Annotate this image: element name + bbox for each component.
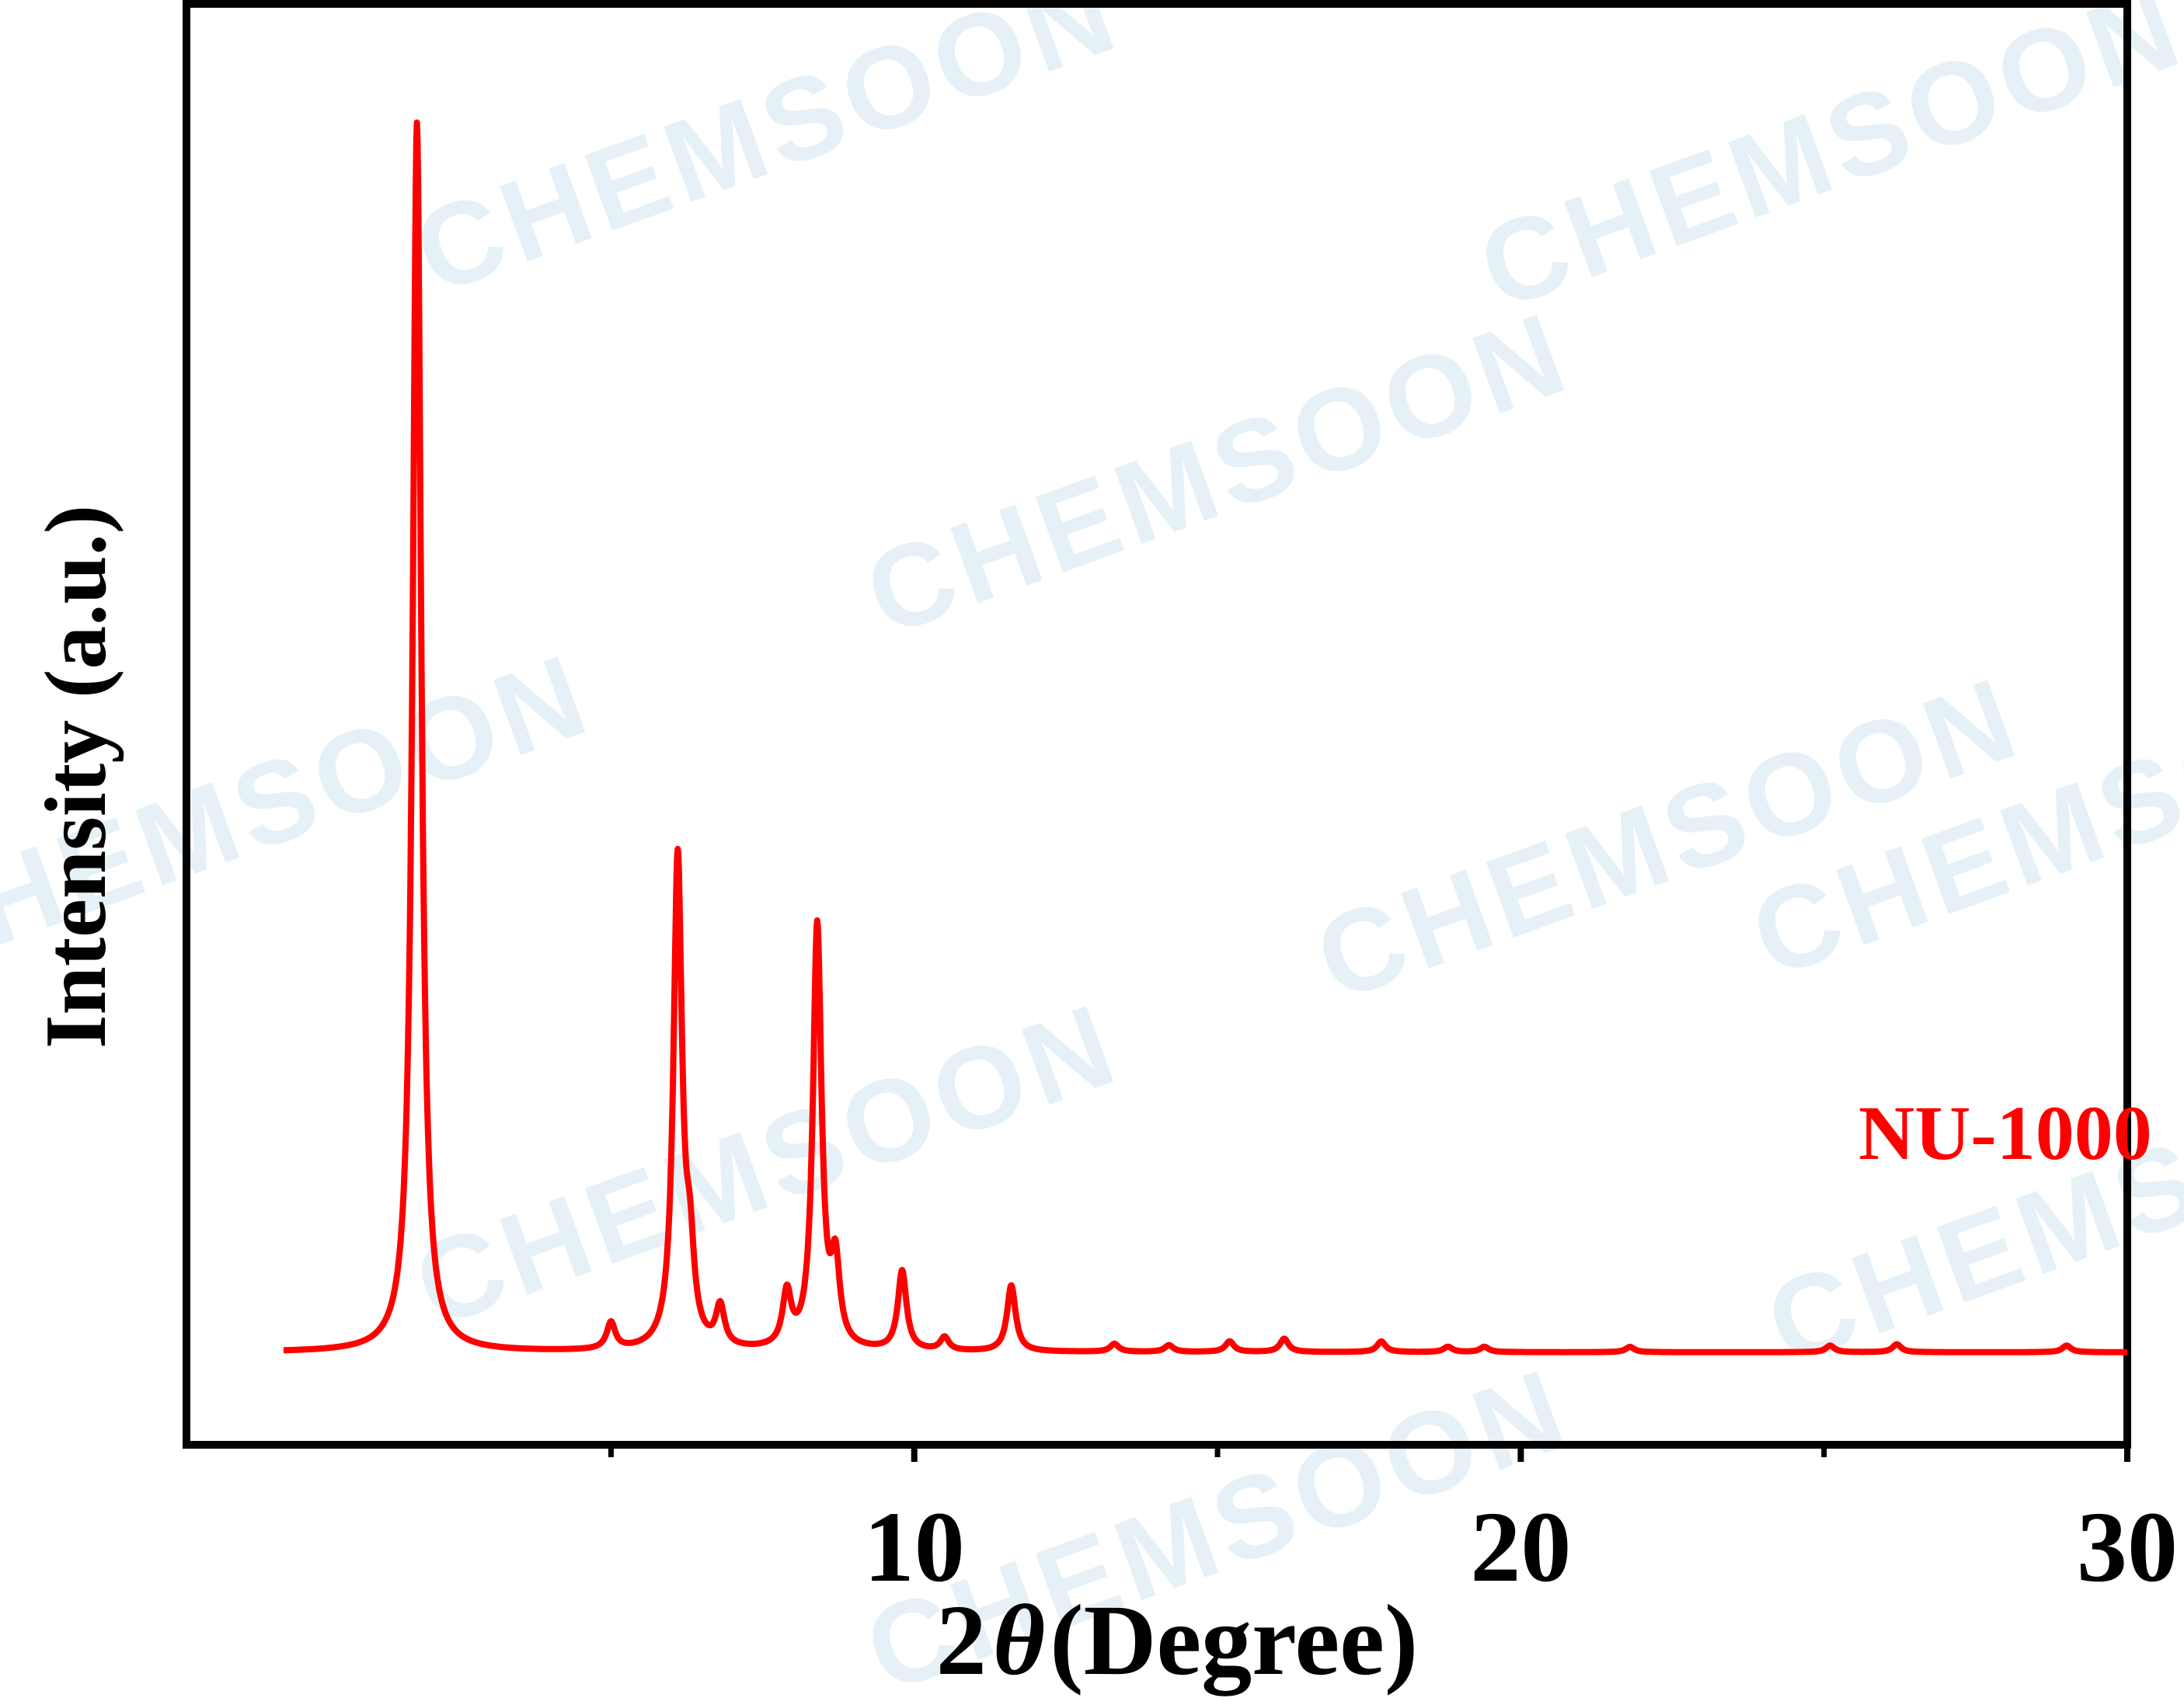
x-axis-label-unit: (Degree): [1050, 1585, 1418, 1696]
watermark-text: CHEMSOON: [399, 0, 1135, 318]
watermark-text: CHEMSOON: [849, 286, 1586, 660]
x-axis-label-prefix: 2: [936, 1585, 987, 1696]
watermark-text: CHEMSOON: [399, 977, 1135, 1352]
watermark-text: CHEMSOON: [1750, 1016, 2184, 1390]
watermark-text: CHEMSOON: [1463, 0, 2184, 334]
series-line-nu-1000: [280, 119, 2130, 1355]
y-axis-label: Intensity (a.u.): [28, 505, 124, 1049]
x-axis-label-theta: θ: [993, 1585, 1045, 1696]
x-ticks: 10 20 30: [608, 1445, 2178, 1603]
series-label-nu-1000: NU-1000: [1858, 1090, 2152, 1176]
x-tick-label: 10: [864, 1491, 965, 1603]
series-layer: [280, 119, 2130, 1355]
x-tick-label: 30: [2077, 1491, 2178, 1603]
x-axis-label: 2θ(Degree): [936, 1585, 1418, 1696]
plot-frame: [183, 0, 2131, 1449]
axes-layer: [183, 0, 2131, 1449]
x-tick-label: 20: [1470, 1491, 1571, 1603]
